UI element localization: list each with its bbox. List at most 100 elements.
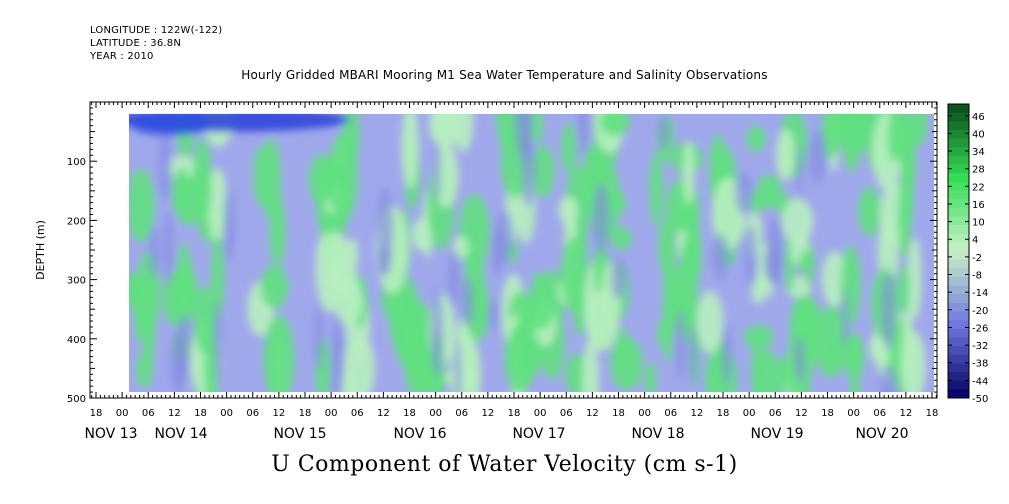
x-hour-label: 18 (299, 408, 312, 419)
heatmap-field (129, 113, 934, 393)
colorbar-segment (948, 225, 969, 235)
x-hour-label: 00 (325, 408, 338, 419)
longitude-label: LONGITUDE : 122W(-122) (90, 25, 223, 36)
colorbar-label: -8 (972, 271, 982, 282)
x-hour-label: 06 (560, 408, 573, 419)
x-day-label: NOV 20 (855, 426, 908, 442)
x-hour-label: 18 (403, 408, 416, 419)
x-hour-label: 00 (847, 408, 860, 419)
y-tick-label: 400 (67, 335, 86, 346)
colorbar-label: 10 (972, 218, 985, 229)
colorbar-segment (948, 328, 969, 338)
y-tick-label: 200 (67, 216, 86, 227)
colorbar-segment (948, 121, 969, 131)
colorbar-segment (948, 129, 969, 140)
colorbar-segment (948, 190, 969, 200)
colorbar-label: 4 (972, 235, 978, 246)
colorbar-label: 46 (972, 112, 985, 123)
x-day-label: NOV 16 (393, 426, 446, 442)
x-hour-label: 06 (455, 408, 468, 419)
colorbar-segment (948, 216, 969, 226)
latitude-label: LATITUDE : 36.8N (90, 38, 182, 49)
x-hour-label: 00 (743, 408, 756, 419)
colorbar-label: -26 (972, 323, 988, 334)
y-tick-label: 300 (67, 276, 86, 287)
colorbar-segment (948, 181, 969, 191)
x-hour-label: 00 (638, 408, 651, 419)
colorbar-segment (948, 104, 969, 114)
y-tick-label: 100 (67, 157, 86, 168)
colorbar-segment (948, 199, 969, 209)
x-day-label: NOV 18 (631, 426, 684, 442)
colorbar-label: -32 (972, 341, 988, 352)
x-hour-label: 18 (194, 408, 207, 419)
x-hour-label: 18 (717, 408, 730, 419)
x-hour-label: 00 (220, 408, 233, 419)
y-tick-label: 500 (67, 394, 86, 405)
colorbar-segment (948, 259, 969, 269)
x-hour-label: 18 (821, 408, 834, 419)
colorbar-segment (948, 346, 969, 356)
colorbar-label: 22 (972, 182, 985, 193)
colorbar-segment (948, 173, 969, 183)
x-hour-label: 12 (168, 408, 181, 419)
x-hour-label: 12 (586, 408, 599, 419)
colorbar-segment (948, 354, 969, 364)
colorbar-label: -14 (972, 288, 988, 299)
colorbar-label: -38 (972, 359, 988, 370)
x-hour-label: 06 (873, 408, 886, 419)
colorbar-label: -2 (972, 253, 982, 264)
x-hour-label: 12 (900, 408, 913, 419)
colorbar-segment (948, 363, 969, 373)
colorbar: 46 40 34 28 22 16 10 4 -2 -8 -14 -20 -26 -32 -38 -44 -50 (947, 103, 988, 405)
colorbar-segment (948, 233, 969, 243)
colorbar-label: -20 (972, 306, 988, 317)
colorbar-label: 34 (972, 147, 985, 158)
colorbar-segment (948, 112, 969, 122)
x-hour-label: 18 (90, 408, 103, 419)
x-hour-label: 12 (273, 408, 286, 419)
x-hour-label: 06 (664, 408, 677, 419)
colorbar-segment (948, 380, 969, 390)
x-hour-label: 06 (246, 408, 259, 419)
colorbar-segment (948, 337, 969, 347)
colorbar-segment (948, 311, 969, 321)
x-day-label: NOV 14 (154, 426, 207, 442)
colorbar-label: -44 (972, 376, 988, 387)
colorbar-segment (948, 294, 969, 304)
x-day-label: NOV 19 (750, 426, 803, 442)
colorbar-segment (948, 147, 969, 157)
x-hour-label: 12 (482, 408, 495, 419)
colorbar-label: 40 (972, 129, 985, 140)
colorbar-segment (948, 207, 969, 217)
x-day-label: NOV 13 (84, 426, 137, 442)
x-hour-label: 18 (612, 408, 625, 419)
colorbar-segment (948, 268, 969, 278)
x-hour-label: 00 (429, 408, 442, 419)
x-axis-title: U Component of Water Velocity (cm s-1) (271, 452, 738, 477)
chart-title: Hourly Gridded MBARI Mooring M1 Sea Wate… (241, 68, 768, 82)
x-hour-label: 06 (351, 408, 364, 419)
x-hour-label: 06 (769, 408, 782, 419)
x-hour-label: 06 (142, 408, 155, 419)
year-label: YEAR : 2010 (90, 51, 154, 62)
colorbar-label: -50 (972, 394, 988, 405)
colorbar-segment (948, 285, 969, 295)
colorbar-label: 28 (972, 165, 985, 176)
x-hour-label: 12 (377, 408, 390, 419)
x-hour-label: 18 (508, 408, 521, 419)
colorbar-segment (948, 251, 969, 261)
y-axis-title: DEPTH (m) (34, 220, 47, 280)
x-day-label: NOV 15 (273, 426, 326, 442)
colorbar-segment (948, 164, 969, 174)
colorbar-segment (948, 320, 969, 330)
colorbar-segment (948, 389, 969, 399)
x-hour-label: 18 (926, 408, 939, 419)
x-day-label: NOV 17 (512, 426, 565, 442)
colorbar-segment (948, 155, 969, 166)
colorbar-segment (948, 242, 969, 252)
colorbar-segment (948, 372, 969, 382)
x-hour-label: 00 (116, 408, 129, 419)
x-hour-label: 12 (691, 408, 704, 419)
